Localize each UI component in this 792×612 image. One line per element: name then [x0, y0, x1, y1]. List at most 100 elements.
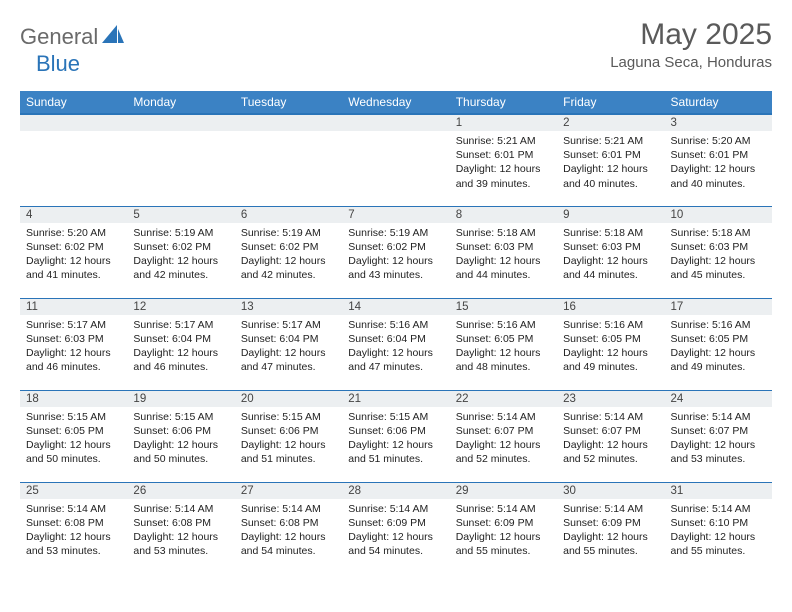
day-details: Sunrise: 5:14 AMSunset: 6:09 PMDaylight:… [450, 499, 557, 563]
sunset-line: Sunset: 6:03 PM [671, 240, 766, 254]
day-number: 10 [665, 207, 772, 223]
daylight-line: Daylight: 12 hours and 55 minutes. [563, 530, 658, 558]
day-details: Sunrise: 5:14 AMSunset: 6:07 PMDaylight:… [665, 407, 772, 471]
day-number: 25 [20, 483, 127, 499]
day-number: 8 [450, 207, 557, 223]
day-number: 18 [20, 391, 127, 407]
day-number-empty [20, 115, 127, 131]
daylight-line: Daylight: 12 hours and 51 minutes. [348, 438, 443, 466]
day-number: 5 [127, 207, 234, 223]
day-number: 14 [342, 299, 449, 315]
day-details: Sunrise: 5:18 AMSunset: 6:03 PMDaylight:… [665, 223, 772, 287]
day-number: 12 [127, 299, 234, 315]
sunset-line: Sunset: 6:01 PM [456, 148, 551, 162]
sunset-line: Sunset: 6:02 PM [26, 240, 121, 254]
sunrise-line: Sunrise: 5:21 AM [456, 134, 551, 148]
sunrise-line: Sunrise: 5:17 AM [26, 318, 121, 332]
day-number: 24 [665, 391, 772, 407]
sunset-line: Sunset: 6:09 PM [563, 516, 658, 530]
daylight-line: Daylight: 12 hours and 42 minutes. [133, 254, 228, 282]
sunset-line: Sunset: 6:04 PM [133, 332, 228, 346]
day-number: 4 [20, 207, 127, 223]
day-number: 2 [557, 115, 664, 131]
calendar-day-cell: 23Sunrise: 5:14 AMSunset: 6:07 PMDayligh… [557, 390, 664, 482]
sunset-line: Sunset: 6:05 PM [671, 332, 766, 346]
day-details: Sunrise: 5:14 AMSunset: 6:08 PMDaylight:… [235, 499, 342, 563]
day-number: 31 [665, 483, 772, 499]
day-details: Sunrise: 5:19 AMSunset: 6:02 PMDaylight:… [342, 223, 449, 287]
calendar-day-cell: 21Sunrise: 5:15 AMSunset: 6:06 PMDayligh… [342, 390, 449, 482]
calendar-day-cell: 10Sunrise: 5:18 AMSunset: 6:03 PMDayligh… [665, 206, 772, 298]
day-details: Sunrise: 5:14 AMSunset: 6:09 PMDaylight:… [342, 499, 449, 563]
day-details: Sunrise: 5:14 AMSunset: 6:08 PMDaylight:… [127, 499, 234, 563]
day-details: Sunrise: 5:21 AMSunset: 6:01 PMDaylight:… [557, 131, 664, 195]
calendar-week-row: 18Sunrise: 5:15 AMSunset: 6:05 PMDayligh… [20, 390, 772, 482]
calendar-day-cell: 8Sunrise: 5:18 AMSunset: 6:03 PMDaylight… [450, 206, 557, 298]
logo-word2: Blue [36, 51, 80, 76]
day-details: Sunrise: 5:16 AMSunset: 6:04 PMDaylight:… [342, 315, 449, 379]
weekday-header: Saturday [665, 91, 772, 114]
day-details: Sunrise: 5:15 AMSunset: 6:05 PMDaylight:… [20, 407, 127, 471]
calendar-day-cell: 22Sunrise: 5:14 AMSunset: 6:07 PMDayligh… [450, 390, 557, 482]
sunset-line: Sunset: 6:08 PM [26, 516, 121, 530]
day-number: 26 [127, 483, 234, 499]
logo-sail-icon [102, 25, 124, 50]
daylight-line: Daylight: 12 hours and 46 minutes. [26, 346, 121, 374]
calendar-day-cell: 4Sunrise: 5:20 AMSunset: 6:02 PMDaylight… [20, 206, 127, 298]
weekday-header: Monday [127, 91, 234, 114]
calendar-day-cell [342, 114, 449, 206]
day-number: 17 [665, 299, 772, 315]
sunset-line: Sunset: 6:02 PM [241, 240, 336, 254]
daylight-line: Daylight: 12 hours and 50 minutes. [26, 438, 121, 466]
day-number: 27 [235, 483, 342, 499]
day-details: Sunrise: 5:20 AMSunset: 6:01 PMDaylight:… [665, 131, 772, 195]
calendar-day-cell: 11Sunrise: 5:17 AMSunset: 6:03 PMDayligh… [20, 298, 127, 390]
daylight-line: Daylight: 12 hours and 53 minutes. [671, 438, 766, 466]
sunrise-line: Sunrise: 5:17 AM [133, 318, 228, 332]
daylight-line: Daylight: 12 hours and 44 minutes. [563, 254, 658, 282]
day-details: Sunrise: 5:14 AMSunset: 6:07 PMDaylight:… [557, 407, 664, 471]
day-details: Sunrise: 5:18 AMSunset: 6:03 PMDaylight:… [450, 223, 557, 287]
weekday-header: Sunday [20, 91, 127, 114]
day-details: Sunrise: 5:16 AMSunset: 6:05 PMDaylight:… [557, 315, 664, 379]
calendar-day-cell: 1Sunrise: 5:21 AMSunset: 6:01 PMDaylight… [450, 114, 557, 206]
weekday-header: Tuesday [235, 91, 342, 114]
calendar-day-cell: 5Sunrise: 5:19 AMSunset: 6:02 PMDaylight… [127, 206, 234, 298]
calendar-day-cell: 17Sunrise: 5:16 AMSunset: 6:05 PMDayligh… [665, 298, 772, 390]
sunrise-line: Sunrise: 5:19 AM [348, 226, 443, 240]
day-details: Sunrise: 5:17 AMSunset: 6:03 PMDaylight:… [20, 315, 127, 379]
daylight-line: Daylight: 12 hours and 52 minutes. [456, 438, 551, 466]
daylight-line: Daylight: 12 hours and 42 minutes. [241, 254, 336, 282]
sunrise-line: Sunrise: 5:15 AM [348, 410, 443, 424]
day-details: Sunrise: 5:14 AMSunset: 6:09 PMDaylight:… [557, 499, 664, 563]
calendar-week-row: 25Sunrise: 5:14 AMSunset: 6:08 PMDayligh… [20, 482, 772, 574]
day-details: Sunrise: 5:16 AMSunset: 6:05 PMDaylight:… [450, 315, 557, 379]
day-number: 9 [557, 207, 664, 223]
sunset-line: Sunset: 6:06 PM [348, 424, 443, 438]
calendar-day-cell: 26Sunrise: 5:14 AMSunset: 6:08 PMDayligh… [127, 482, 234, 574]
sunset-line: Sunset: 6:02 PM [133, 240, 228, 254]
daylight-line: Daylight: 12 hours and 47 minutes. [241, 346, 336, 374]
day-number: 19 [127, 391, 234, 407]
calendar-day-cell: 6Sunrise: 5:19 AMSunset: 6:02 PMDaylight… [235, 206, 342, 298]
day-number: 28 [342, 483, 449, 499]
day-details: Sunrise: 5:18 AMSunset: 6:03 PMDaylight:… [557, 223, 664, 287]
sunrise-line: Sunrise: 5:14 AM [133, 502, 228, 516]
sunrise-line: Sunrise: 5:14 AM [26, 502, 121, 516]
sunrise-line: Sunrise: 5:16 AM [348, 318, 443, 332]
daylight-line: Daylight: 12 hours and 46 minutes. [133, 346, 228, 374]
calendar-day-cell [127, 114, 234, 206]
calendar-day-cell: 9Sunrise: 5:18 AMSunset: 6:03 PMDaylight… [557, 206, 664, 298]
day-number: 6 [235, 207, 342, 223]
day-details: Sunrise: 5:19 AMSunset: 6:02 PMDaylight:… [235, 223, 342, 287]
daylight-line: Daylight: 12 hours and 40 minutes. [671, 162, 766, 190]
calendar-day-cell: 27Sunrise: 5:14 AMSunset: 6:08 PMDayligh… [235, 482, 342, 574]
daylight-line: Daylight: 12 hours and 40 minutes. [563, 162, 658, 190]
sunset-line: Sunset: 6:10 PM [671, 516, 766, 530]
calendar-day-cell: 14Sunrise: 5:16 AMSunset: 6:04 PMDayligh… [342, 298, 449, 390]
sunrise-line: Sunrise: 5:20 AM [26, 226, 121, 240]
weekday-header: Friday [557, 91, 664, 114]
day-details: Sunrise: 5:17 AMSunset: 6:04 PMDaylight:… [127, 315, 234, 379]
day-number-empty [342, 115, 449, 131]
daylight-line: Daylight: 12 hours and 43 minutes. [348, 254, 443, 282]
